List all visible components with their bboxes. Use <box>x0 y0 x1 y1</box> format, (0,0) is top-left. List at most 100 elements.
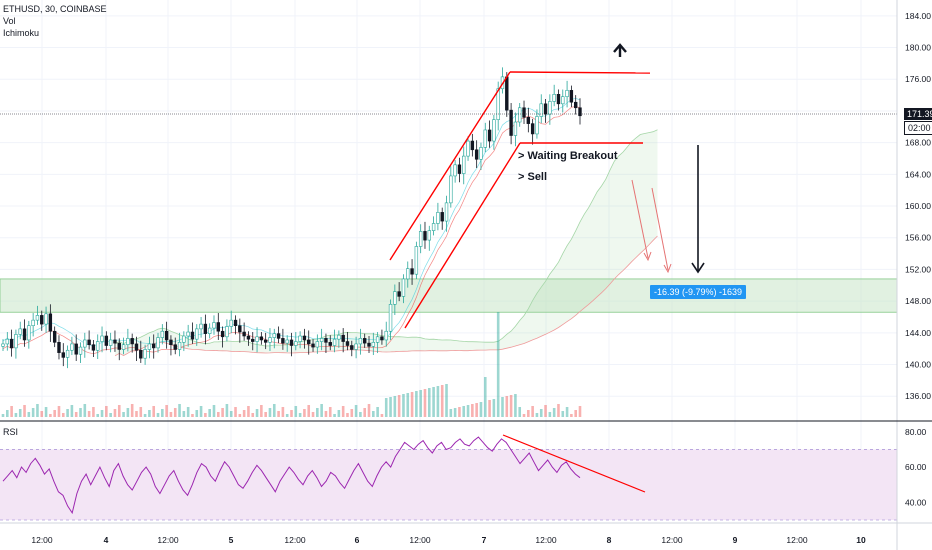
price-tick-label: 168.00 <box>905 138 931 148</box>
volume-bar <box>427 388 431 417</box>
candle-body <box>294 341 298 346</box>
volume-bar <box>548 412 552 417</box>
candle-body <box>449 175 453 204</box>
volume-bar <box>113 409 117 417</box>
volume-bar <box>436 386 440 417</box>
volume-bar <box>406 393 410 417</box>
candle-body <box>238 325 242 333</box>
volume-bar <box>389 397 392 417</box>
volume-bar <box>61 413 65 417</box>
candle-body <box>22 328 27 341</box>
candle-body <box>427 230 431 241</box>
vol-indicator-label[interactable]: Vol <box>3 16 16 26</box>
volume-bar <box>320 404 323 417</box>
chart-symbol-title[interactable]: ETHUSD, 30, COINBASE <box>3 4 107 14</box>
price-tick-label: 148.00 <box>905 296 931 306</box>
volume-bar <box>208 409 211 417</box>
waiting-breakout-note: > Waiting Breakout <box>518 150 618 162</box>
candle-body <box>474 149 479 160</box>
volume-bar <box>307 405 311 417</box>
volume-bar <box>221 408 224 417</box>
volume-bar <box>514 394 517 417</box>
candlestick-series <box>1 67 582 369</box>
candle-body <box>220 330 225 338</box>
volume-bar <box>92 407 95 417</box>
price-tick-label: 164.00 <box>905 169 931 179</box>
volume-bar <box>359 412 362 417</box>
candle-body <box>121 344 126 350</box>
volume-bar <box>527 410 530 417</box>
volume-bar <box>204 413 207 417</box>
candle-body <box>513 121 518 136</box>
candle-body <box>74 343 78 355</box>
candle-body <box>276 333 281 339</box>
volume-bar <box>18 409 22 417</box>
candle-body <box>462 155 466 174</box>
volume-bar <box>148 410 151 417</box>
candle-body <box>358 338 363 345</box>
candle-body <box>263 339 268 343</box>
sell-note: > Sell <box>518 171 548 183</box>
volume-bar <box>143 414 147 417</box>
volume-bar <box>363 408 367 417</box>
candle-body <box>91 344 96 351</box>
volume-bar <box>518 407 522 417</box>
time-tick-label: 12:00 <box>31 535 53 545</box>
volume-bar <box>453 408 457 417</box>
candle-body <box>195 328 199 340</box>
candle-body <box>44 313 48 325</box>
candle-body <box>156 337 160 349</box>
volume-bar <box>432 387 435 417</box>
candle-body <box>431 223 436 231</box>
candle-body <box>143 349 147 359</box>
volume-bar <box>423 389 427 417</box>
volume-bar <box>492 399 496 417</box>
candle-body <box>40 315 44 325</box>
volume-bar <box>316 408 319 417</box>
volume-bar <box>341 406 345 417</box>
candle-body <box>401 278 406 297</box>
volume-bar <box>445 384 448 417</box>
volume-bar <box>574 410 577 417</box>
price-tick-label: 136.00 <box>905 391 931 401</box>
volume-bar <box>53 410 56 417</box>
candle-body <box>285 339 289 344</box>
volume-bar <box>415 391 418 417</box>
volume-bar <box>36 404 39 417</box>
candle-body <box>139 349 143 359</box>
candle-body <box>526 116 531 124</box>
price-tick-label: 152.00 <box>905 264 931 274</box>
candle-body <box>14 334 18 349</box>
candle-body <box>410 268 414 275</box>
rsi-indicator-label[interactable]: RSI <box>3 427 19 437</box>
candle-body <box>173 344 177 350</box>
candle-body <box>505 76 509 111</box>
candle-body <box>9 338 14 349</box>
candle-body <box>453 164 457 177</box>
rsi-tick-label: 80.00 <box>905 427 927 437</box>
candle-body <box>130 338 134 345</box>
candle-body <box>436 212 440 224</box>
candle-body <box>31 319 35 326</box>
volume-bar <box>182 411 186 417</box>
volume-bar <box>135 411 138 417</box>
volume-bar <box>483 377 487 417</box>
time-tick-label: 12:00 <box>157 535 179 545</box>
ichimoku-indicator-label[interactable]: Ichimoku <box>3 28 40 38</box>
volume-bar <box>462 406 466 417</box>
rsi-band <box>0 449 897 520</box>
price-tick-label: 184.00 <box>905 11 931 21</box>
countdown-tag: 02:00 <box>904 121 932 135</box>
volume-bar <box>178 404 181 417</box>
rsi-series <box>2 436 581 515</box>
volume-bar <box>565 407 569 417</box>
volume-bar <box>376 407 379 417</box>
price-tick-label: 144.00 <box>905 328 931 338</box>
volume-bar <box>539 409 543 417</box>
candle-body <box>414 246 419 275</box>
time-tick-label: 9 <box>733 535 738 545</box>
candle-body <box>307 339 311 345</box>
target-arrow-head <box>691 262 705 274</box>
volume-bar <box>234 407 237 417</box>
projection-arrow-2 <box>651 187 669 271</box>
